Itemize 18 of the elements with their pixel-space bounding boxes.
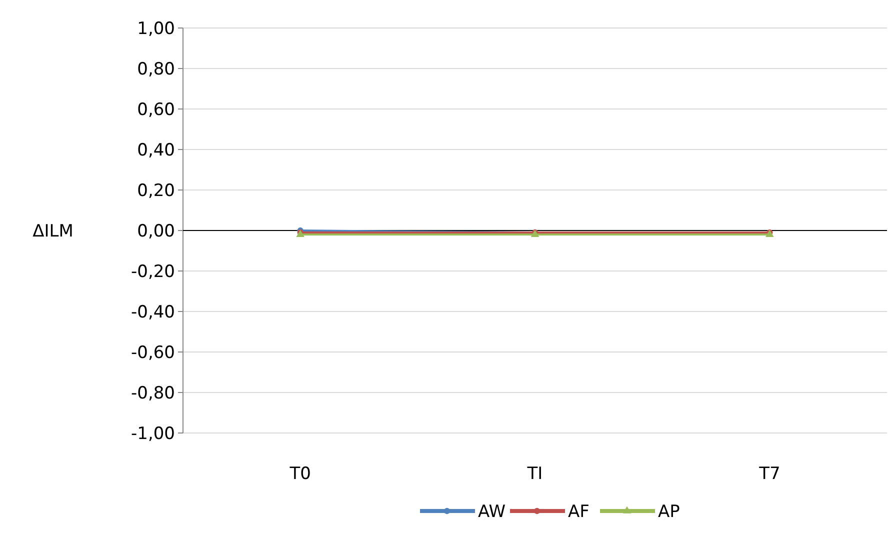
y-tick-label: 1,00 <box>137 18 175 39</box>
y-tick-label: 0,00 <box>137 221 175 242</box>
y-tick-label: 0,80 <box>137 59 175 80</box>
y-tick-label: -0,20 <box>131 262 175 282</box>
y-axis-title: ΔILM <box>32 221 74 242</box>
x-tick-label: T0 <box>288 464 311 484</box>
legend-label: AP <box>658 502 680 522</box>
y-tick-label: -0,80 <box>131 383 175 404</box>
y-tick-label: 0,40 <box>137 140 175 160</box>
y-tick-label: 0,60 <box>137 100 175 120</box>
y-tick-label: -0,60 <box>131 342 175 363</box>
x-tick-label: TI <box>526 464 543 484</box>
legend-label: AW <box>478 502 506 522</box>
y-tick-label: -1,00 <box>131 424 175 444</box>
y-tick-label: -0,40 <box>131 302 175 322</box>
y-tick-label: 0,20 <box>137 180 175 201</box>
legend-label: AF <box>568 502 590 522</box>
x-tick-label: T7 <box>758 464 780 484</box>
